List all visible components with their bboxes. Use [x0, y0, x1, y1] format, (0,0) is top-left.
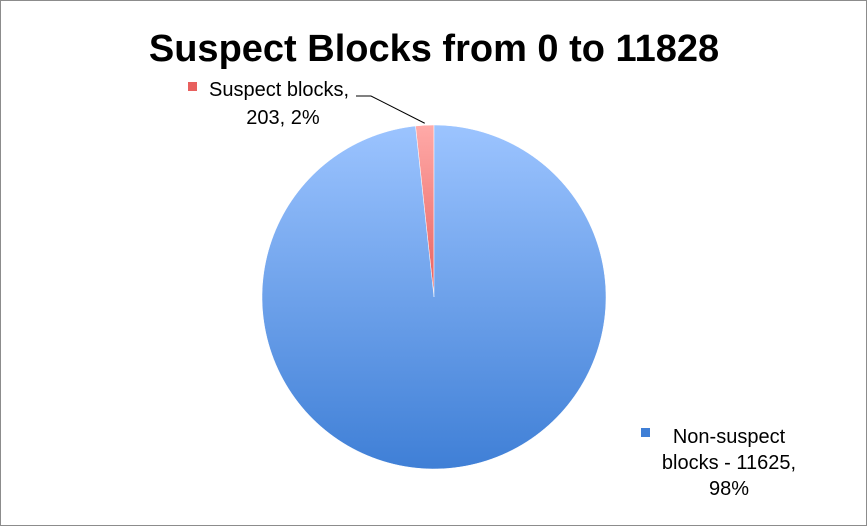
- suspect-blocks-label-marker: [188, 82, 197, 91]
- pie-slice-non-suspect-blocks: [261, 124, 607, 470]
- suspect-blocks-label-line-2: 203, 2%: [246, 107, 320, 129]
- suspect-blocks-leader-line: [356, 95, 425, 124]
- non-suspect-blocks-label-line-1: Non-suspect: [673, 426, 786, 448]
- suspect-blocks-label-line-1: Suspect blocks,: [209, 79, 349, 101]
- non-suspect-blocks-label-line-3: 98%: [709, 478, 749, 500]
- chart-title: Suspect Blocks from 0 to 11828: [149, 28, 719, 70]
- non-suspect-blocks-label-line-2: blocks - 11625,: [662, 452, 796, 474]
- non-suspect-blocks-label-marker: [641, 428, 650, 437]
